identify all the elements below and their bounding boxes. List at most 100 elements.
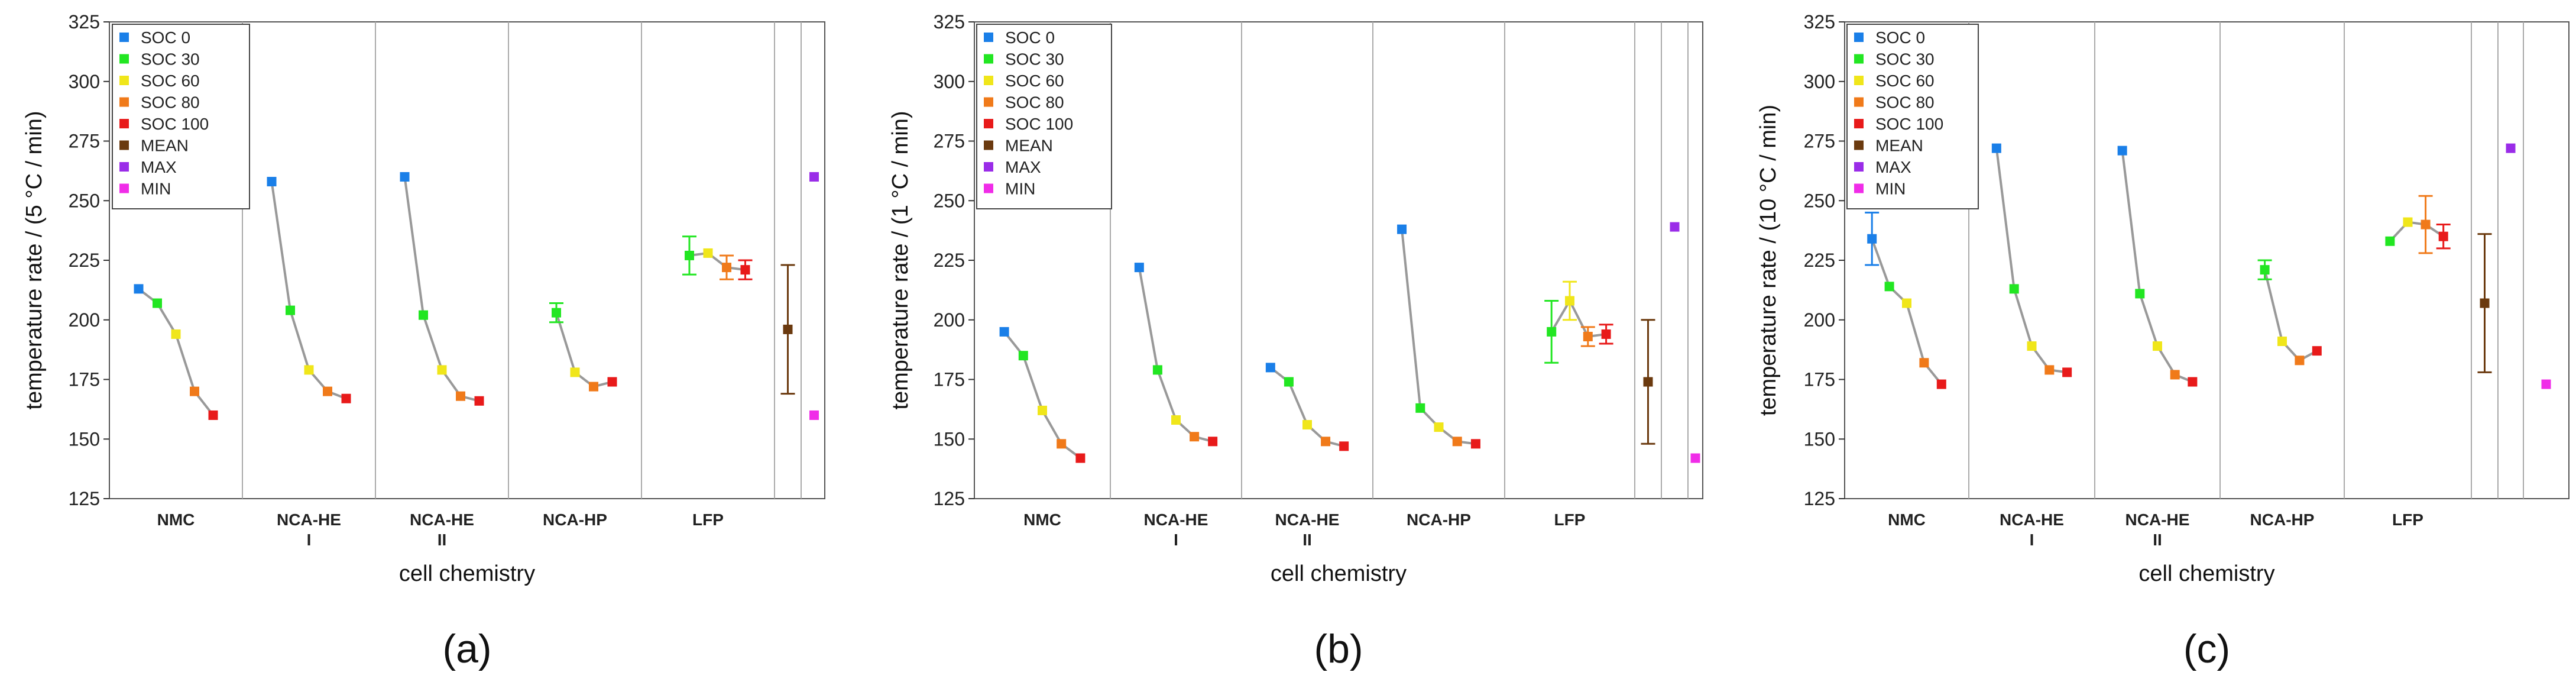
data-point-soc-100	[2438, 231, 2448, 241]
data-point-mean	[783, 324, 793, 334]
chart-panel-3: 125 150 175 200 225 250 275 300 325 temperature r…	[1756, 11, 2569, 671]
y-tick-label: 325	[1804, 11, 1835, 33]
y-axis-label: temperature rate / (5 °C / min)	[22, 111, 47, 409]
data-point-soc-60	[171, 329, 181, 339]
category-label-line: NCA-HP	[2250, 510, 2315, 529]
series-connector	[2263, 269, 2318, 362]
legend-swatch	[1854, 33, 1864, 42]
data-point-soc-30	[419, 310, 428, 320]
data-point-soc-30	[685, 250, 694, 260]
category-label-line: NCA-HE	[2000, 510, 2064, 529]
legend-swatch	[119, 183, 129, 193]
category-label-line: LFP	[2392, 510, 2423, 529]
series-connector	[1995, 148, 2068, 374]
data-point-soc-100	[607, 377, 617, 387]
x-axis-label: cell chemistry	[2138, 561, 2274, 586]
series-connector	[1871, 238, 1943, 385]
data-point-soc-100	[1208, 437, 1218, 447]
legend-entry: MAX	[1875, 158, 1911, 176]
legend: SOC 0 SOC 30 SOC 60 SOC 80 SOC 100 MEAN MAX MIN	[112, 24, 250, 209]
data-point-soc-100	[2188, 377, 2198, 387]
data-point-min	[2541, 379, 2551, 389]
x-axis-label: cell chemistry	[1271, 561, 1407, 586]
series-connector	[1003, 331, 1081, 460]
data-point-soc-100	[1339, 441, 1349, 451]
y-tick-label: 200	[934, 309, 965, 331]
panel-label: (c)	[2183, 626, 2230, 671]
legend-entry: SOC 0	[141, 28, 190, 47]
legend-swatch	[119, 140, 129, 150]
y-tick-label: 250	[69, 190, 100, 211]
legend-swatch	[984, 76, 993, 85]
category-label-line: II	[438, 531, 447, 549]
legend-box	[112, 24, 250, 209]
legend: SOC 0 SOC 30 SOC 60 SOC 80 SOC 100 MEAN MAX MIN	[1846, 24, 1979, 209]
legend-swatch	[119, 76, 129, 85]
data-point-max	[809, 172, 819, 182]
legend-entry: SOC 0	[1005, 28, 1055, 47]
category-label: NCA-HE II	[2125, 510, 2190, 549]
y-axis-label: temperature rate / (10 °C / min)	[1756, 105, 1781, 416]
data-point-soc-0	[999, 327, 1009, 337]
y-tick-label: 150	[934, 428, 965, 450]
data-point-soc-80	[456, 391, 465, 401]
data-point-soc-30	[2260, 265, 2270, 275]
data-point-soc-100	[208, 410, 218, 420]
legend-entry: SOC 80	[1005, 93, 1064, 112]
legend-swatch	[119, 97, 129, 107]
data-point-soc-60	[703, 248, 713, 258]
data-point-soc-100	[2312, 346, 2322, 356]
data-point-soc-30	[153, 298, 162, 308]
category-label-line: II	[2153, 531, 2162, 549]
data-point-soc-80	[589, 382, 598, 392]
legend-swatch	[1854, 76, 1864, 85]
y-tick-label: 150	[69, 428, 100, 450]
category-label: NMC	[1023, 510, 1061, 529]
category-label-line: LFP	[692, 510, 724, 529]
legend-swatch	[984, 33, 993, 42]
legend-swatch	[984, 97, 993, 107]
data-point-soc-100	[474, 396, 484, 406]
data-point-soc-80	[722, 263, 731, 273]
legend-swatch	[119, 33, 129, 42]
series-connector	[2389, 221, 2444, 243]
data-point-soc-80	[2295, 356, 2305, 366]
y-tick-label: 200	[1804, 309, 1835, 331]
series-connector	[1401, 229, 1476, 445]
data-point-soc-100	[740, 265, 750, 275]
y-tick-label: 325	[69, 11, 100, 33]
data-point-mean	[2480, 298, 2490, 308]
legend-swatch	[984, 162, 993, 172]
data-point-soc-30	[1415, 403, 1425, 413]
panel-label: (a)	[442, 626, 491, 671]
data-point-soc-60	[437, 365, 447, 375]
data-point-soc-60	[2403, 217, 2413, 227]
data-point-soc-80	[1583, 331, 1593, 341]
legend-swatch	[119, 119, 129, 128]
legend-swatch	[1854, 162, 1864, 172]
data-point-soc-60	[1434, 422, 1444, 432]
y-tick-label: 225	[69, 250, 100, 271]
data-point-soc-60	[1038, 405, 1047, 415]
category-label: NCA-HE II	[410, 510, 474, 549]
data-point-soc-0	[1397, 224, 1407, 234]
legend-entry: MIN	[1875, 180, 1906, 198]
data-point-soc-30	[2135, 289, 2145, 299]
legend-entry: SOC 100	[1005, 115, 1073, 133]
data-point-soc-0	[134, 284, 144, 294]
category-label-line: LFP	[1554, 510, 1586, 529]
y-axis-label: temperature rate / (1 °C / min)	[888, 111, 913, 409]
data-point-soc-100	[1075, 453, 1086, 463]
legend-swatch	[1854, 140, 1864, 150]
data-point-soc-60	[304, 365, 314, 375]
y-tick-label: 225	[934, 250, 965, 271]
y-tick-label: 300	[69, 71, 100, 92]
data-point-soc-30	[1152, 365, 1162, 375]
series-connector	[1550, 298, 1606, 338]
category-label: LFP	[1554, 510, 1586, 529]
legend-entry: SOC 30	[1875, 50, 1935, 69]
category-label-line: I	[307, 531, 312, 549]
y-tick-label: 250	[934, 190, 965, 211]
category-label-line: NCA-HE	[1144, 510, 1208, 529]
data-point-soc-60	[1171, 415, 1181, 425]
